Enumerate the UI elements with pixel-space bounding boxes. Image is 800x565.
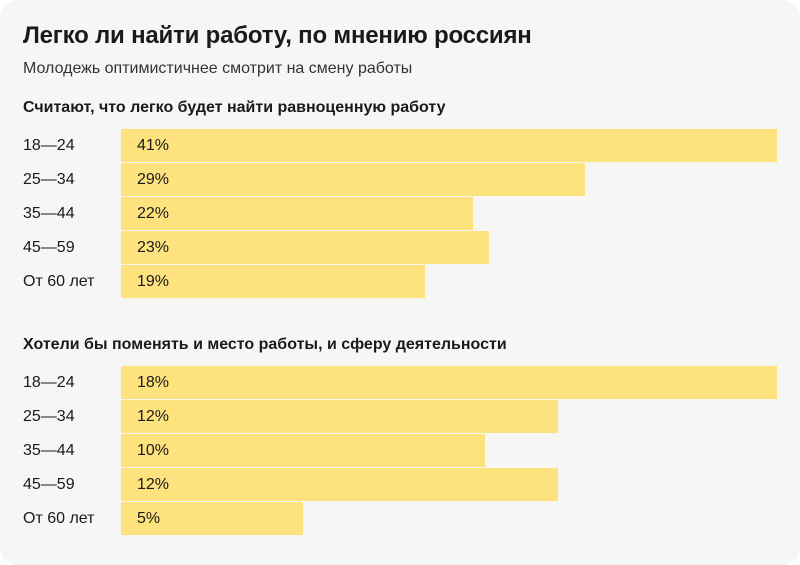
bar-value-label: 23% xyxy=(137,239,170,256)
bar-row: 25—34 12% xyxy=(0,400,800,433)
category-label: 35—44 xyxy=(23,442,75,459)
category-label: 45—59 xyxy=(23,239,75,256)
bar-value-label: 10% xyxy=(137,442,170,459)
category-label: 18—24 xyxy=(23,137,75,154)
bar-value-label: 22% xyxy=(137,205,170,222)
bar xyxy=(121,265,425,298)
bar-row: 45—59 23% xyxy=(0,231,800,264)
bar xyxy=(121,366,777,399)
bar xyxy=(121,129,777,162)
section-title: Считают, что легко будет найти равноценн… xyxy=(23,99,446,116)
bar-value-label: 19% xyxy=(137,273,170,290)
category-label: 45—59 xyxy=(23,476,75,493)
bar-row: 18—24 18% xyxy=(0,366,800,399)
chart-subtitle: Молодежь оптимистичнее смотрит на смену … xyxy=(23,60,413,77)
bar xyxy=(121,468,558,501)
bar-row: 45—59 12% xyxy=(0,468,800,501)
bar xyxy=(121,197,473,230)
category-label: 25—34 xyxy=(23,171,75,188)
bar xyxy=(121,434,485,467)
category-label: 25—34 xyxy=(23,408,75,425)
bar-value-label: 29% xyxy=(137,171,170,188)
bar-row: 35—44 22% xyxy=(0,197,800,230)
bar-row: 18—24 41% xyxy=(0,129,800,162)
category-label: 18—24 xyxy=(23,374,75,391)
bar-row: От 60 лет 19% xyxy=(0,265,800,298)
bar xyxy=(121,502,303,535)
bar-value-label: 12% xyxy=(137,408,170,425)
bar-row: 25—34 29% xyxy=(0,163,800,196)
category-label: 35—44 xyxy=(23,205,75,222)
bar-value-label: 18% xyxy=(137,374,170,391)
category-label: От 60 лет xyxy=(23,273,95,290)
category-label: От 60 лет xyxy=(23,510,95,527)
bar-value-label: 5% xyxy=(137,510,161,527)
bar xyxy=(121,231,489,264)
section-title: Хотели бы поменять и место работы, и сфе… xyxy=(23,336,507,353)
bar-value-label: 12% xyxy=(137,476,170,493)
chart-title: Легко ли найти работу, по мнению россиян xyxy=(23,22,532,49)
bar-value-label: 41% xyxy=(137,137,170,154)
bar-row: От 60 лет 5% xyxy=(0,502,800,535)
bar-row: 35—44 10% xyxy=(0,434,800,467)
bar xyxy=(121,400,558,433)
bar xyxy=(121,163,585,196)
